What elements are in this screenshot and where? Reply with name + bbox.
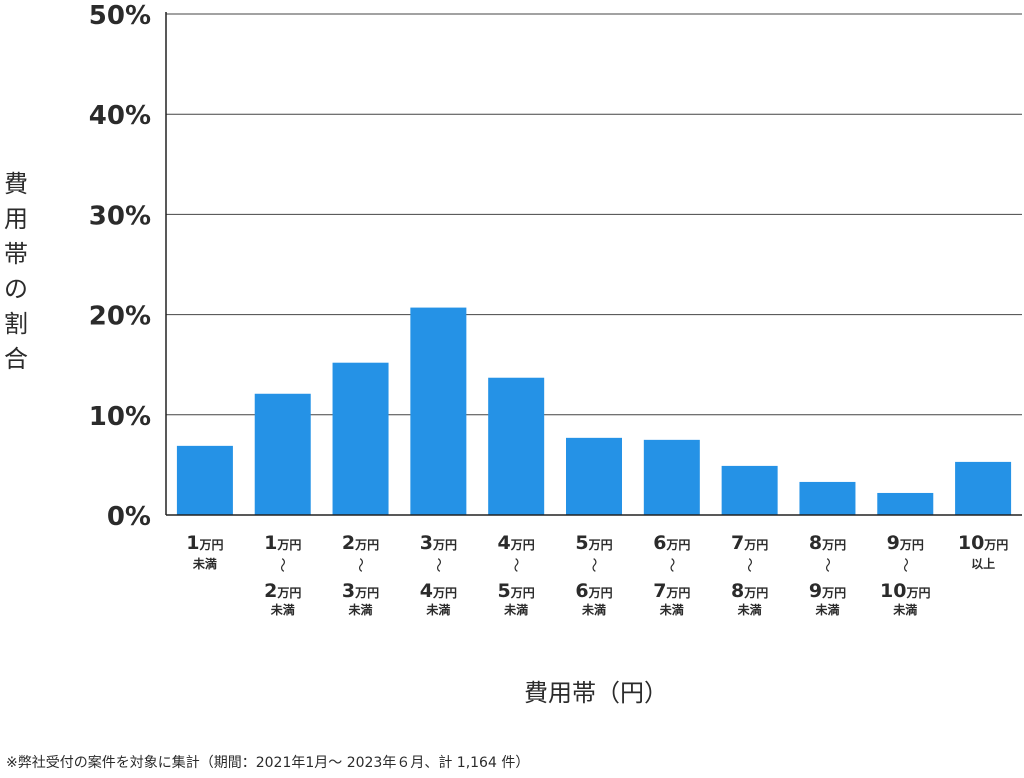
category-amount: 3万円 [420,532,457,554]
category-range-tilde: 〜 [429,557,447,572]
bar [254,393,311,515]
category-amount: 1万円 [264,532,301,554]
category-amount: 4万円 [420,580,457,602]
category-amount: 2万円 [342,532,379,554]
y-axis-label-char: 用 [4,205,28,233]
category-amount: 9万円 [887,532,924,554]
category-range-tilde: 〜 [663,557,681,572]
category-range-tilde: 〜 [585,557,603,572]
bar [566,437,622,515]
category-suffix: 未満 [892,602,917,617]
category-amount: 6万円 [575,580,612,602]
footnote: ※弊社受付の案件を対象に集計（期間：2021年1月～ 2023年６月、計 1,1… [6,754,529,771]
y-tick-label: 20% [89,302,151,332]
y-tick-label: 10% [89,402,151,432]
y-tick-label: 40% [89,101,151,131]
category-range-tilde: 〜 [818,557,836,572]
axes [165,12,1022,516]
y-tick-labels: 0% 10% 20% 30% 40% 50% [89,1,151,532]
y-tick-label: 50% [89,1,151,31]
category-amount: 10万円 [880,580,930,602]
category-amount: 8万円 [731,580,768,602]
category-amount: 10万円 [958,532,1008,554]
category-amount: 2万円 [264,580,301,602]
bar [488,377,545,515]
x-axis-label: 費用帯（円） [524,679,668,707]
category-amount: 5万円 [498,580,535,602]
category-range-tilde: 〜 [507,557,525,572]
category-amount: 9万円 [809,580,846,602]
bar [955,461,1012,515]
category-amount: 7万円 [731,532,768,554]
y-tick-label: 0% [107,502,151,532]
category-range-tilde: 〜 [896,557,914,572]
category-amount: 6万円 [653,532,690,554]
y-axis-label-char: 合 [4,345,28,373]
y-tick-label: 30% [89,201,151,231]
category-suffix: 未満 [503,602,528,617]
grid-lines [166,13,1022,416]
category-range-tilde: 〜 [741,557,759,572]
x-category-labels: 1万円未満1万円〜2万円未満2万円〜3万円未満3万円〜4万円未満4万円〜5万円未… [186,532,1008,617]
category-amount: 8万円 [809,532,846,554]
category-suffix: 以上 [971,556,995,571]
category-suffix: 未満 [270,602,295,617]
y-axis-label-char: 帯 [4,240,28,268]
category-range-tilde: 〜 [352,557,370,572]
category-amount: 7万円 [653,580,690,602]
category-suffix: 未満 [814,602,839,617]
category-suffix: 未満 [581,602,606,617]
y-axis-label-char: の [4,275,28,303]
category-amount: 4万円 [498,532,535,554]
category-suffix: 未満 [737,602,762,617]
bar [410,307,467,515]
bar [643,439,700,515]
bar [799,481,856,515]
category-amount: 1万円 [186,532,223,554]
y-axis-label-char: 費 [4,170,28,198]
category-suffix: 未満 [192,556,217,571]
category-range-tilde: 〜 [274,557,292,572]
category-amount: 3万円 [342,580,379,602]
category-suffix: 未満 [659,602,684,617]
category-suffix: 未満 [348,602,373,617]
category-amount: 5万円 [575,532,612,554]
y-axis-label-char: 割 [4,310,28,338]
bar [721,465,778,515]
bars [176,307,1012,515]
bar [877,492,934,515]
bar [176,445,233,515]
category-suffix: 未満 [425,602,450,617]
bar [332,362,389,515]
